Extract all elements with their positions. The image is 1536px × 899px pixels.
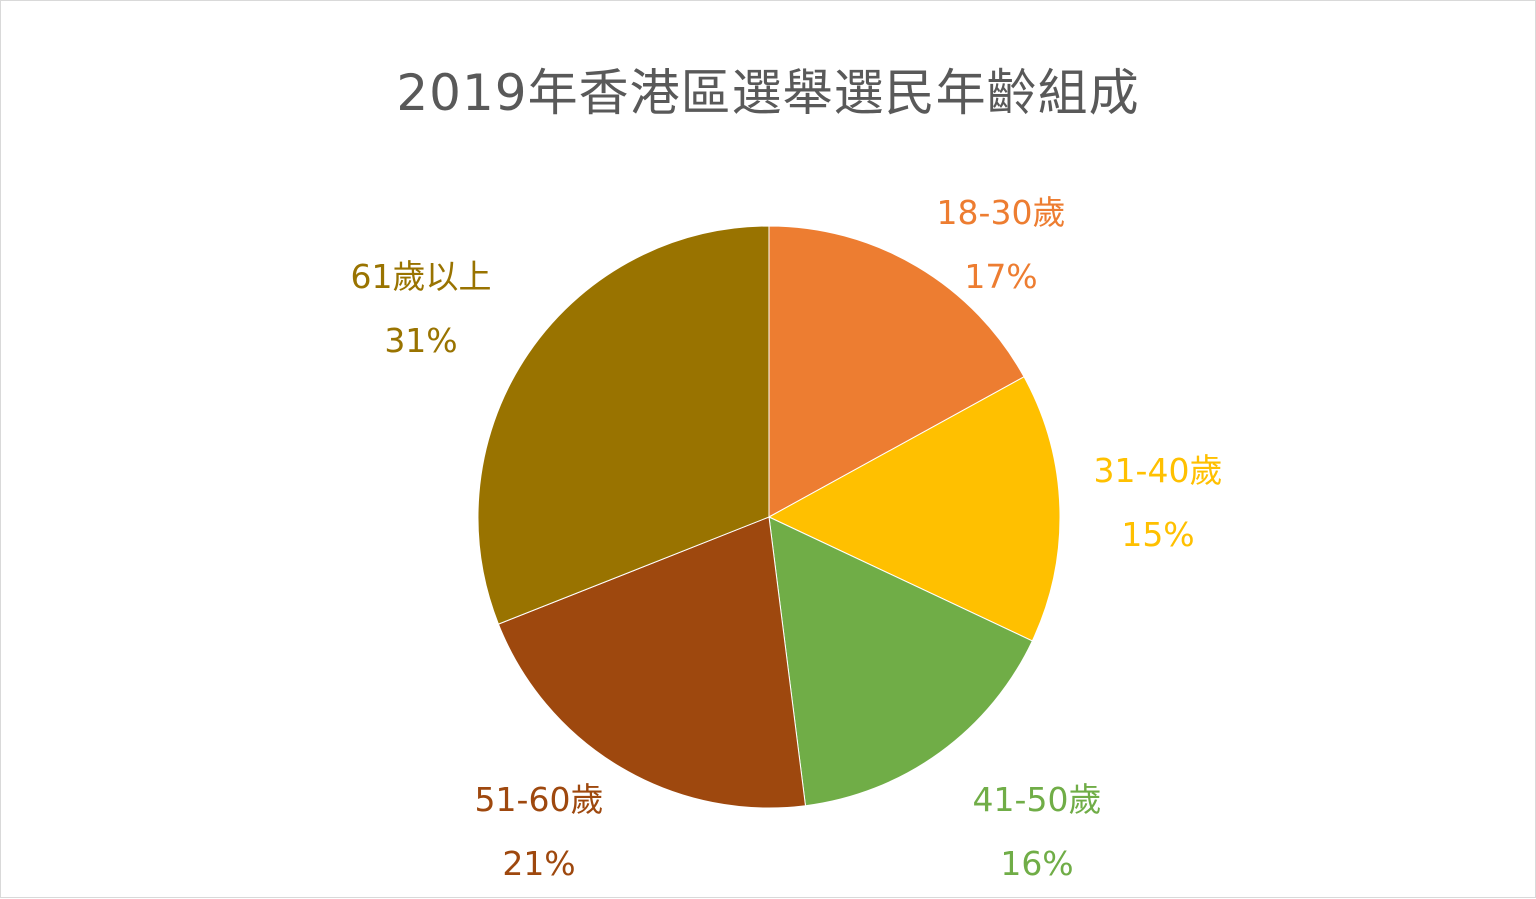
data-label-61-plus: 61歲以上 31% <box>351 245 492 373</box>
data-label-category: 51-60歲 <box>474 780 604 819</box>
pie-slice-4 <box>477 225 770 625</box>
data-label-value: 17% <box>964 257 1038 296</box>
data-label-value: 21% <box>502 844 576 883</box>
data-label-value: 31% <box>384 321 458 360</box>
data-label-value: 16% <box>1000 844 1074 883</box>
data-label-51-60: 51-60歲 21% <box>475 768 604 896</box>
data-label-category: 41-50歲 <box>972 780 1102 819</box>
data-label-18-30: 18-30歲 17% <box>937 181 1066 309</box>
pie-slice-1 <box>767 376 1061 642</box>
pie-slice-2 <box>768 516 1033 807</box>
data-label-category: 31-40歲 <box>1093 451 1223 490</box>
data-label-category: 18-30歲 <box>936 193 1066 232</box>
data-label-value: 15% <box>1121 515 1195 554</box>
data-label-category: 61歲以上 <box>350 257 492 296</box>
pie-slice-0 <box>768 225 1025 518</box>
pie-slices <box>477 225 1061 809</box>
pie-slice-3 <box>497 516 807 809</box>
data-label-31-40: 31-40歲 15% <box>1094 439 1223 567</box>
data-label-41-50: 41-50歲 16% <box>973 768 1102 896</box>
chart-title: 2019年香港區選舉選民年齡組成 <box>396 64 1140 122</box>
